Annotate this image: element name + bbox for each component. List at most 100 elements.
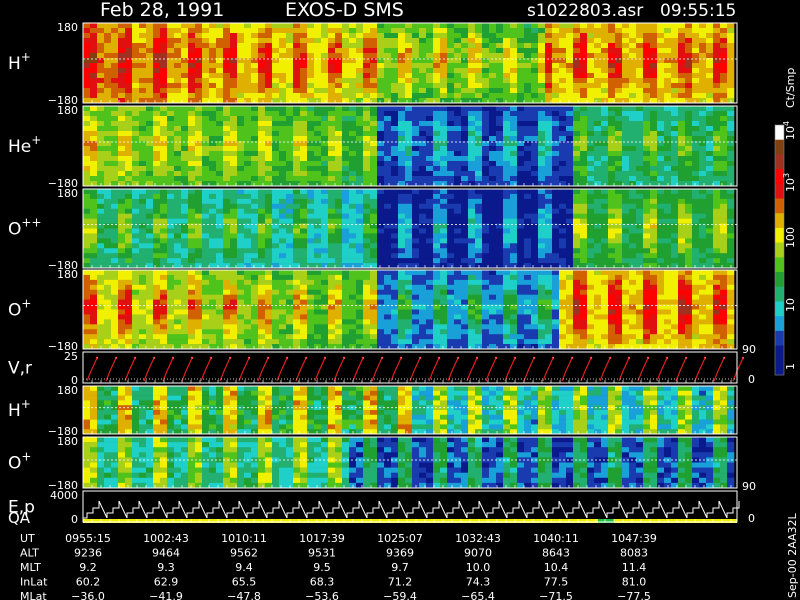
heatmap-cell <box>545 218 553 224</box>
heatmap-cell <box>83 166 91 172</box>
heatmap-cell <box>580 136 588 142</box>
heatmap-cell <box>671 68 679 74</box>
heatmap-cell <box>405 248 413 254</box>
heatmap-cell <box>160 309 168 315</box>
heatmap-cell <box>118 279 126 286</box>
heatmap-cell <box>209 193 217 200</box>
heatmap-cell <box>426 106 434 112</box>
heatmap-cell <box>370 166 378 172</box>
heatmap-cell <box>398 98 406 104</box>
heatmap-cell <box>286 161 294 167</box>
heatmap-cell <box>209 213 217 219</box>
heatmap-cell <box>300 263 308 269</box>
heatmap-cell <box>216 83 224 89</box>
heatmap-cell <box>216 63 224 69</box>
heatmap-cell <box>230 319 238 325</box>
heatmap-cell <box>328 156 336 162</box>
heatmap-cell <box>608 38 616 44</box>
heatmap-cell <box>188 314 196 320</box>
heatmap-cell <box>97 33 105 39</box>
heatmap-cell <box>209 161 217 167</box>
heatmap-cell <box>307 189 315 195</box>
heatmap-cell <box>300 146 308 152</box>
heatmap-cell <box>258 223 266 229</box>
heatmap-cell <box>573 28 581 34</box>
heatmap-cell <box>433 33 441 39</box>
heatmap-cell <box>139 233 147 239</box>
heatmap-cell <box>258 309 266 315</box>
heatmap-cell <box>146 218 154 224</box>
heatmap-cell <box>447 53 455 59</box>
heatmap-cell <box>167 339 175 345</box>
heatmap-cell <box>244 78 252 84</box>
heatmap-cell <box>139 258 147 264</box>
heatmap-cell <box>545 126 553 132</box>
heatmap-cell <box>356 73 364 79</box>
heatmap-cell <box>461 193 469 200</box>
heatmap-cell <box>447 73 455 79</box>
heatmap-cell <box>251 248 259 254</box>
heatmap-cell <box>727 258 735 264</box>
heatmap-cell <box>328 208 336 214</box>
heatmap-cell <box>153 344 161 350</box>
heatmap-cell <box>678 213 686 219</box>
heatmap-cell <box>139 38 147 44</box>
heatmap-cell <box>244 116 252 122</box>
heatmap-cell <box>244 38 252 44</box>
heatmap-cell <box>258 53 266 59</box>
heatmap-cell <box>111 93 119 99</box>
heatmap-cell <box>412 83 420 89</box>
heatmap-cell <box>671 88 679 94</box>
heatmap-cell <box>293 161 301 167</box>
heatmap-cell <box>167 289 175 295</box>
heatmap-cell <box>314 263 322 269</box>
heatmap-cell <box>307 28 315 34</box>
heatmap-cell <box>83 294 91 300</box>
heatmap-cell <box>685 126 693 132</box>
heatmap-cell <box>678 136 686 142</box>
heatmap-cell <box>482 228 490 234</box>
heatmap-cell <box>160 48 168 54</box>
heatmap-cell <box>174 33 182 39</box>
heatmap-cell <box>195 176 203 182</box>
heatmap-cell <box>307 53 315 59</box>
heatmap-cell <box>426 111 434 117</box>
heatmap-cell <box>580 203 588 210</box>
heatmap-cell <box>524 181 532 187</box>
heatmap-cell <box>83 141 91 147</box>
heatmap-cell <box>531 156 539 162</box>
heatmap-cell <box>293 136 301 142</box>
heatmap-cell <box>713 258 721 264</box>
heatmap-cell <box>181 83 189 89</box>
heatmap-cell <box>566 176 574 182</box>
heatmap-cell <box>573 53 581 59</box>
heatmap-cell <box>440 193 448 200</box>
heatmap-cell <box>419 48 427 54</box>
heatmap-cell <box>468 151 476 157</box>
heatmap-cell <box>286 294 294 300</box>
heatmap-cell <box>412 23 420 29</box>
heatmap-cell <box>692 213 700 219</box>
heatmap-cell <box>258 98 266 104</box>
heatmap-cell <box>181 193 189 200</box>
heatmap-cell <box>195 33 203 39</box>
heatmap-cell <box>188 208 196 214</box>
heatmap-cell <box>174 218 182 224</box>
heatmap-cell <box>503 253 511 259</box>
heatmap-cell <box>594 58 602 64</box>
heatmap-cell <box>223 58 231 64</box>
heatmap-cell <box>447 223 455 229</box>
heatmap-cell <box>496 73 504 79</box>
heatmap-cell <box>342 258 350 264</box>
heatmap-cell <box>608 136 616 142</box>
heatmap-cell <box>552 88 560 94</box>
heatmap-cell <box>587 258 595 264</box>
heatmap-cell <box>223 78 231 84</box>
heatmap-cell <box>671 176 679 182</box>
heatmap-cell <box>146 136 154 142</box>
heatmap-cell <box>713 98 721 104</box>
heatmap-cell <box>251 126 259 132</box>
heatmap-cell <box>412 171 420 177</box>
heatmap-cell <box>153 48 161 54</box>
heatmap-cell <box>552 38 560 44</box>
